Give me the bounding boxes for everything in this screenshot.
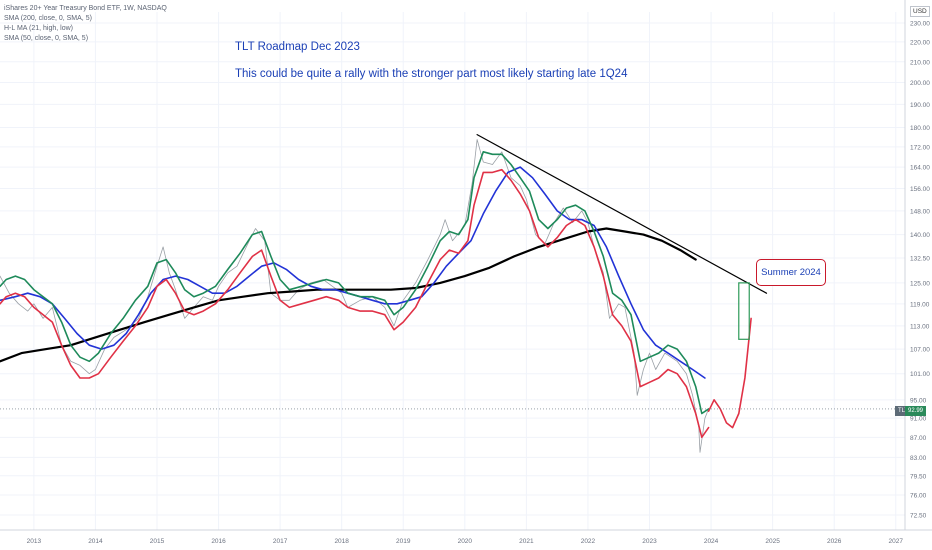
annotation-body: This could be quite a rally with the str…	[235, 68, 628, 80]
x-axis: 2013 2014 2015 2016 2017 2018 2019 2020 2021 2022…	[0, 529, 932, 545]
y-tick-label: 119.00	[910, 301, 930, 308]
x-tick-label: 2021	[519, 538, 534, 545]
y-tick-label: 190.00	[910, 102, 930, 109]
y-tick-label: 172.00	[910, 144, 930, 151]
last-price-tag: 92.99	[905, 406, 927, 416]
y-tick-label: 164.00	[910, 165, 930, 172]
y-tick-label: 230.00	[910, 20, 930, 27]
price-line	[0, 139, 709, 453]
x-tick-label: 2014	[88, 538, 103, 545]
x-tick-label: 2013	[27, 538, 42, 545]
summer-2024-callout: Summer 2024	[756, 259, 826, 286]
sma50-legend[interactable]: SMA (50, close, 0, SMA, 5)	[4, 35, 89, 42]
grid	[0, 12, 905, 530]
sma50-line	[0, 166, 706, 379]
y-tick-label: 95.00	[910, 397, 927, 404]
y-tick-label: 125.00	[910, 280, 930, 287]
trendline-line	[476, 134, 768, 294]
y-tick-label: 76.00	[910, 492, 927, 499]
y-tick-label: 148.00	[910, 208, 930, 215]
annotation-title: TLT Roadmap Dec 2023	[235, 41, 360, 53]
y-tick-label: 107.00	[910, 347, 930, 354]
hl_low-line	[0, 168, 710, 439]
indicator-legend: iShares 20+ Year Treasury Bond ETF, 1W, …	[4, 4, 167, 44]
x-tick-label: 2023	[642, 538, 657, 545]
hl-ma-legend[interactable]: H-L MA (21, high, low)	[4, 25, 73, 32]
y-tick-label: 140.00	[910, 232, 930, 239]
x-tick-label: 2025	[765, 538, 780, 545]
x-tick-label: 2020	[458, 538, 473, 545]
x-tick-label: 2015	[150, 538, 165, 545]
y-tick-label: 200.00	[910, 80, 930, 87]
y-tick-label: 83.00	[910, 455, 927, 462]
y-tick-label: 101.00	[910, 371, 930, 378]
x-tick-label: 2022	[581, 538, 596, 545]
x-tick-label: 2026	[827, 538, 842, 545]
x-tick-label: 2024	[704, 538, 719, 545]
y-tick-label: 87.00	[910, 435, 927, 442]
x-tick-label: 2019	[396, 538, 411, 545]
hl_high-line	[0, 151, 710, 415]
y-tick-label: 156.00	[910, 186, 930, 193]
symbol-title[interactable]: iShares 20+ Year Treasury Bond ETF, 1W, …	[4, 5, 167, 12]
y-tick-label: 91.00	[910, 416, 927, 423]
x-tick-label: 2027	[889, 538, 904, 545]
y-tick-label: 132.50	[910, 256, 930, 263]
x-tick-label: 2017	[273, 538, 288, 545]
y-tick-label: 180.00	[910, 125, 930, 132]
projection-line	[707, 317, 752, 429]
series-layer	[0, 134, 905, 453]
currency-label[interactable]: USD	[910, 6, 930, 17]
y-tick-label: 113.00	[910, 323, 930, 330]
symbol-tag: TLT	[895, 406, 912, 416]
y-tick-label: 210.00	[910, 59, 930, 66]
target-box	[738, 282, 750, 340]
y-tick-label: 79.50	[910, 473, 927, 480]
sma200-line	[0, 227, 697, 363]
y-tick-label: 72.50	[910, 513, 927, 520]
y-axis: 72.50 76.00 79.50 83.00 87.00 91.00 95.00 101.0…	[904, 0, 930, 530]
x-tick-label: 2016	[211, 538, 226, 545]
y-tick-label: 220.00	[910, 39, 930, 46]
sma200-legend[interactable]: SMA (200, close, 0, SMA, 5)	[4, 15, 92, 22]
x-tick-label: 2018	[334, 538, 349, 545]
